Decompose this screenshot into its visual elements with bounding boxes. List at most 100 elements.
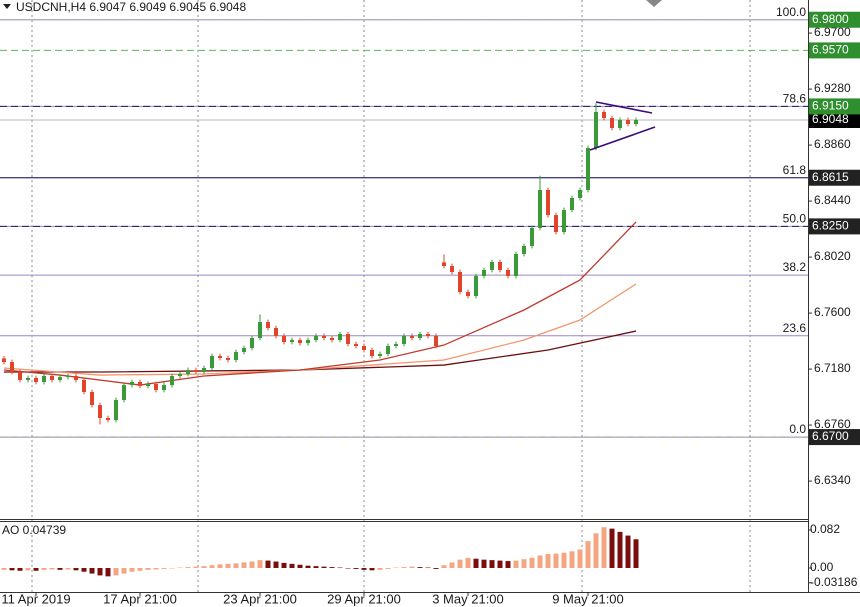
ao-bar (593, 533, 599, 569)
candle-body (66, 376, 70, 378)
candle-body (82, 380, 86, 392)
candle-body (202, 368, 206, 372)
ao-bar (153, 568, 159, 570)
fib-label: 0.0 (789, 422, 806, 436)
ao-bar (137, 568, 143, 571)
ao-bar (185, 567, 191, 569)
ao-bar (201, 566, 207, 569)
ao-bar (129, 568, 135, 572)
candle-body (322, 336, 326, 338)
ao-bar (609, 528, 615, 569)
ao-bar (297, 564, 303, 569)
moving-average (3, 283, 637, 376)
candle-body (34, 378, 38, 382)
ao-bar (625, 535, 631, 569)
ao-bar (145, 568, 151, 570)
candle-body (402, 336, 406, 344)
candle-body (106, 418, 110, 420)
candle-body (442, 262, 446, 266)
ao-bar (73, 568, 79, 571)
ao-bar (17, 568, 23, 571)
candle-body (42, 376, 46, 382)
level-box (809, 169, 860, 186)
candle-body (50, 376, 54, 380)
candle-body (258, 322, 262, 338)
candle-body (578, 190, 582, 198)
y-tick-label: 6.7180 (814, 361, 851, 375)
ao-bar (321, 566, 327, 569)
menu-arrow (3, 4, 11, 9)
ao-bar (569, 551, 575, 569)
candle-body (218, 356, 222, 358)
candle-body (346, 334, 350, 344)
y-tick-label: 6.9700 (814, 25, 851, 39)
ao-bar (105, 568, 111, 577)
ao-bar (41, 568, 47, 570)
ao-bar (209, 565, 215, 569)
level-box (809, 11, 860, 28)
candle-body (58, 377, 62, 380)
ao-bar (225, 563, 231, 569)
y-tick-label: 6.8860 (814, 137, 851, 151)
level-label: 6.8250 (812, 219, 849, 233)
candle-body (378, 354, 382, 356)
candle-body (194, 370, 198, 372)
ao-bar (241, 562, 247, 569)
candle-body (266, 322, 270, 328)
ao-tick-label: -0.03186 (810, 575, 858, 589)
ao-bar (233, 563, 239, 569)
candle-body (114, 400, 118, 420)
ao-title: AO 0.04739 (2, 523, 66, 537)
ao-bar (489, 560, 495, 569)
ao-bar (289, 563, 295, 569)
ao-bar (465, 557, 471, 569)
candle-body (314, 336, 318, 340)
ao-bar (561, 552, 567, 569)
ao-bar (81, 568, 87, 572)
level-label: 6.8615 (812, 170, 849, 184)
candle-body (122, 385, 126, 400)
y-tick-label: 6.8020 (814, 249, 851, 263)
ao-bar (505, 561, 511, 569)
candle-body (610, 118, 614, 128)
candle-body (74, 376, 78, 380)
ao-tick-label: 0.082 (810, 522, 840, 536)
candle-body (562, 210, 566, 232)
ao-bar (417, 567, 423, 569)
ao-bar (553, 553, 559, 569)
ao-bar (529, 557, 535, 569)
ao-bar (449, 562, 455, 569)
ao-bar (337, 567, 343, 569)
candle-body (18, 372, 22, 380)
ao-bar (369, 568, 375, 571)
ao-bar (633, 539, 639, 569)
ao-bar (1, 568, 7, 570)
candle-body (410, 336, 414, 338)
candle-body (554, 215, 558, 232)
candle-body (458, 272, 462, 292)
candle-body (370, 350, 374, 356)
ao-bar (545, 554, 551, 569)
ao-bar (305, 565, 311, 569)
candle-body (362, 346, 366, 350)
triangle-lower (589, 126, 656, 151)
triangle-pattern (589, 101, 656, 151)
candle-body (634, 120, 638, 124)
candle-body (586, 148, 590, 190)
level-label: 6.6700 (812, 429, 849, 443)
candle-body (546, 190, 550, 216)
level-label: 6.9048 (812, 112, 849, 126)
ao-bar (329, 567, 335, 569)
ao-bar (313, 566, 319, 569)
candle-body (10, 362, 14, 372)
scroll-marker (646, 0, 662, 7)
candle-body (522, 246, 526, 254)
level-label: 6.9150 (812, 99, 849, 113)
ao-bar (425, 567, 431, 569)
fib-label: 100.0 (776, 5, 806, 19)
ao-bar (457, 559, 463, 569)
candle-body (26, 378, 30, 380)
ao-bar (617, 531, 623, 569)
ao-bar (601, 527, 607, 569)
